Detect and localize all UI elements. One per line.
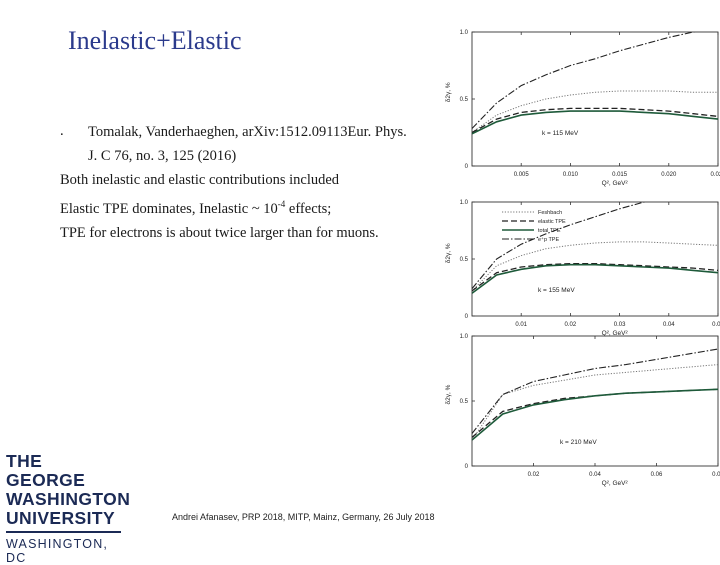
x-tick-label: 0.04 <box>589 472 601 478</box>
bullet-item: Elastic TPE dominates, Inelastic ~ 10-4 … <box>60 192 432 221</box>
y-tick-label: 0.5 <box>460 257 469 263</box>
bullet-item: TPE for electrons is about twice larger … <box>60 224 379 241</box>
legend-label: e⁺p TPE <box>538 236 559 243</box>
x-axis-label: Q², GeV² <box>602 480 629 487</box>
logo-divider <box>6 531 121 533</box>
x-tick-label: 0.04 <box>663 322 675 328</box>
plot-frame <box>471 31 719 167</box>
y-tick-label: 0 <box>465 164 469 170</box>
bullet-text: Tomalak, Vanderhaeghen, arXiv:1512.09113… <box>88 124 407 140</box>
logo-location: WASHINGTON, DC <box>6 537 109 565</box>
plot-frame <box>471 201 719 317</box>
bullet-continuation: J. C 76, no. 3, 125 (2016) <box>88 148 237 164</box>
x-tick-label: 0.020 <box>661 172 677 178</box>
series-line-solid <box>472 110 718 135</box>
energy-annotation: k = 115 MeV <box>542 130 579 137</box>
x-tick-label: 0.025 <box>710 172 720 178</box>
chart-panel-1: 0.005 0.010 0.015 0.020 0.025 0 0.5 1.0 Q², GeV²… <box>445 30 720 187</box>
x-tick-label: 0.02 <box>565 322 577 328</box>
series-line-solid <box>472 263 718 294</box>
x-tick-label: 0.03 <box>614 322 626 328</box>
y-tick-label: 1.0 <box>460 200 469 206</box>
bullet-marker: . <box>60 123 64 139</box>
y-axis-label: δ2γ, % <box>445 243 452 263</box>
energy-annotation: k = 210 MeV <box>560 439 597 446</box>
y-axis-label: δ2γ, % <box>445 384 452 404</box>
x-tick-label: 0.02 <box>528 472 540 478</box>
bullet-list: . Tomalak, Vanderhaeghen, arXiv:1512.091… <box>60 120 432 245</box>
x-axis-label: Q², GeV² <box>602 180 629 187</box>
chart-panel-3: 0.02 0.04 0.06 0.08 0 0.5 1.0 Q², GeV² δ2γ, % k =… <box>445 334 720 487</box>
y-tick-label: 0.5 <box>460 97 469 103</box>
chart-panel-2: 0.01 0.02 0.03 0.04 0.05 0 0.5 1.0 Q², GeV² δ2γ, … <box>445 200 720 337</box>
y-tick-label: 0 <box>465 314 469 320</box>
bullet-superscript: -4 <box>277 199 286 209</box>
series-line-dash-dot <box>472 32 696 129</box>
series-line-dotted <box>472 241 718 292</box>
y-tick-label: 0 <box>465 464 469 470</box>
slide-footer: Andrei Afanasev, PRP 2018, MITP, Mainz, … <box>172 512 435 522</box>
bullet-text-tail: effects; <box>285 200 332 217</box>
plot-frame <box>471 335 719 467</box>
y-tick-label: 1.0 <box>460 30 469 36</box>
slide-title: Inelastic+Elastic <box>68 26 242 55</box>
x-tick-label: 0.06 <box>651 472 663 478</box>
university-logo: THE GEORGE WASHINGTON UNIVERSITY WASHING… <box>6 451 131 565</box>
bullet-text: Elastic TPE dominates, Inelastic ~ 10 <box>60 200 278 217</box>
x-tick-label: 0.01 <box>515 322 527 328</box>
x-tick-label: 0.015 <box>612 172 628 178</box>
legend-label: total TPE <box>538 228 561 234</box>
series-line-dotted <box>472 364 718 441</box>
series-line-dash-dot <box>472 348 718 434</box>
x-axis-label: Q², GeV² <box>602 330 629 337</box>
y-tick-label: 1.0 <box>460 334 469 340</box>
bullet-item: Both inelastic and elastic contributions… <box>60 172 340 188</box>
bullet-item: . Tomalak, Vanderhaeghen, arXiv:1512.091… <box>60 120 432 144</box>
logo-line: WASHINGTON <box>6 489 131 509</box>
x-tick-label: 0.05 <box>712 322 720 328</box>
x-tick-label: 0.010 <box>563 172 579 178</box>
legend-label: Feshbach <box>538 210 562 216</box>
series-line-solid <box>472 388 718 441</box>
logo-line: UNIVERSITY <box>6 508 116 528</box>
legend-label: elastic TPE <box>538 219 566 225</box>
x-tick-label: 0.08 <box>712 472 720 478</box>
x-tick-label: 0.005 <box>514 172 530 178</box>
energy-annotation: k = 155 MeV <box>538 287 575 294</box>
logo-line: THE GEORGE <box>6 451 86 490</box>
y-tick-label: 0.5 <box>460 399 469 405</box>
series-line-dashed <box>472 107 718 134</box>
y-axis-label: δ2γ, % <box>445 82 452 102</box>
series-line-dashed <box>472 262 718 292</box>
series-line-dotted <box>472 90 718 133</box>
